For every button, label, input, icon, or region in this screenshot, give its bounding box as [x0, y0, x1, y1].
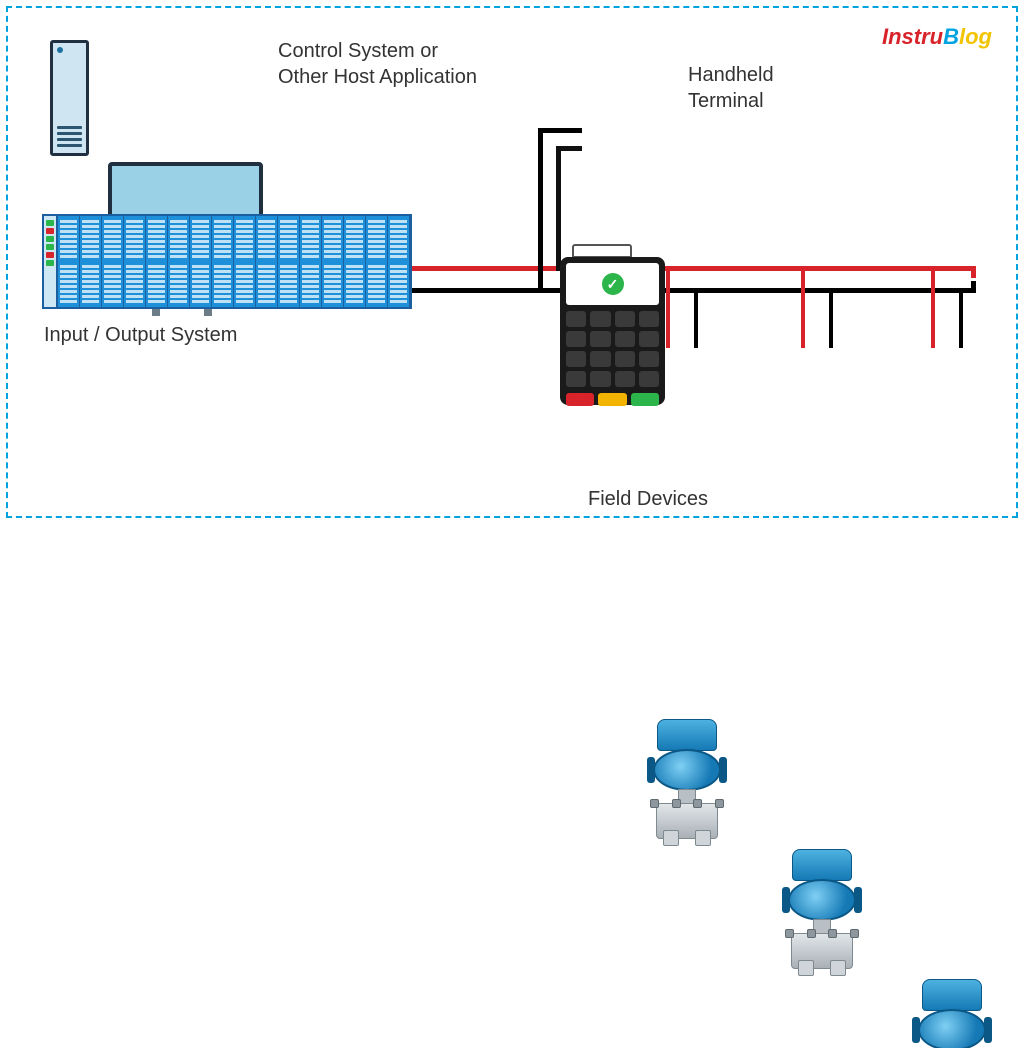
logo-part-1: Instru	[882, 24, 943, 49]
io-rack-icon	[42, 214, 412, 309]
drop-red-2	[801, 266, 805, 348]
field-device-1-icon	[648, 719, 726, 849]
check-icon: ✓	[602, 273, 624, 295]
drop-black-1	[694, 288, 698, 348]
logo-part-2: B	[943, 24, 959, 49]
terminal-fn-keys	[566, 393, 659, 406]
diagram-frame: InstruBlog Control System or Other Host …	[6, 6, 1018, 518]
bus-red-end	[971, 266, 976, 278]
drop-red-1	[666, 266, 670, 348]
io-system-label: Input / Output System	[44, 322, 237, 348]
field-device-2-icon	[783, 849, 861, 979]
io-modules	[58, 216, 410, 307]
terminal-keypad	[566, 311, 659, 387]
terminal-tap-red-h	[556, 146, 582, 151]
drop-black-3	[959, 288, 963, 348]
field-devices-label: Field Devices	[588, 486, 708, 512]
computer-tower-icon	[50, 40, 89, 156]
logo-part-3: log	[959, 24, 992, 49]
field-device-3-icon	[913, 979, 991, 1048]
logo: InstruBlog	[882, 24, 992, 50]
handheld-label: Handheld Terminal	[688, 62, 774, 114]
control-system-label: Control System or Other Host Application	[278, 38, 477, 90]
bus-black-end	[971, 281, 976, 293]
terminal-tap-black-h	[538, 128, 582, 133]
bus-wire-red	[412, 266, 976, 271]
terminal-tap-black-v	[538, 128, 543, 293]
drop-red-3	[931, 266, 935, 348]
drop-black-2	[829, 288, 833, 348]
handheld-terminal-icon: ✓	[560, 252, 665, 407]
terminal-display: ✓	[566, 263, 659, 305]
